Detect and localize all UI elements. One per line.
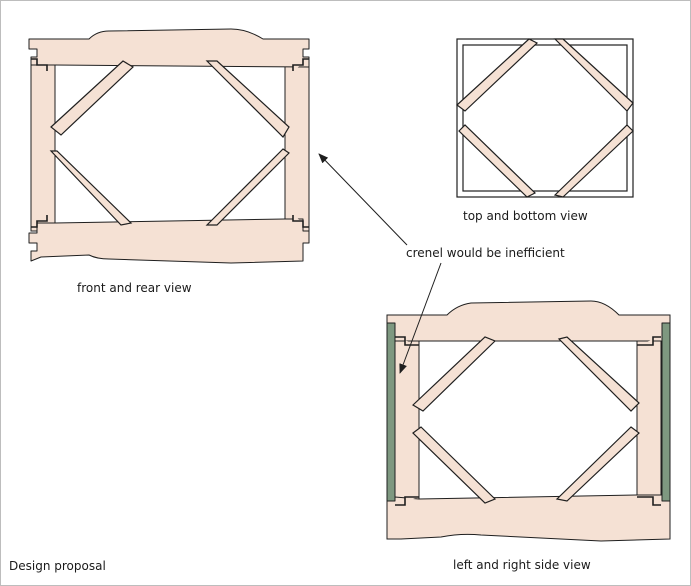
side-notch-tl	[395, 336, 419, 346]
front-brace-br	[205, 148, 290, 226]
top-outer-square	[456, 38, 634, 198]
front-top-rail	[28, 28, 310, 68]
front-bottom-rail	[28, 218, 310, 264]
design-proposal-footer: Design proposal	[9, 559, 106, 573]
front-brace-tr	[205, 60, 290, 138]
top-bottom-frame	[456, 38, 634, 198]
front-right-post	[284, 58, 310, 232]
side-brace-bl	[412, 426, 497, 504]
front-brace-bl	[49, 150, 133, 226]
front-brace-tl	[50, 60, 134, 136]
left-right-side-frame	[386, 300, 671, 542]
front-notch-bl	[31, 215, 48, 228]
crenel-note-label: crenel would be inefficient	[406, 246, 565, 260]
side-brace-tr	[557, 336, 640, 412]
side-bottom-rail	[386, 494, 671, 542]
top-bottom-view-label: top and bottom view	[463, 209, 588, 223]
side-top-rail	[386, 300, 671, 342]
side-notch-br	[637, 496, 661, 506]
top-inner-square	[462, 44, 628, 192]
arrow-to-front-view	[318, 153, 408, 246]
left-right-side-view-label: left and right side view	[453, 558, 591, 572]
front-notch-tl	[31, 58, 48, 71]
side-notch-bl	[395, 496, 419, 506]
front-notch-tr	[292, 58, 309, 71]
front-rear-view-label: front and rear view	[77, 281, 192, 295]
front-rear-frame	[28, 28, 310, 264]
top-brace-tl	[456, 38, 539, 112]
top-brace-tr	[553, 38, 634, 112]
side-brace-br	[555, 426, 640, 502]
side-notch-tr	[637, 336, 661, 346]
side-brace-tl	[412, 336, 497, 412]
side-right-post	[636, 336, 662, 502]
top-brace-bl	[458, 124, 537, 198]
arrow-to-side-view	[399, 262, 442, 374]
top-brace-br	[553, 124, 634, 198]
front-notch-br	[292, 215, 309, 228]
side-left-post	[394, 336, 420, 502]
front-left-post	[30, 58, 56, 232]
